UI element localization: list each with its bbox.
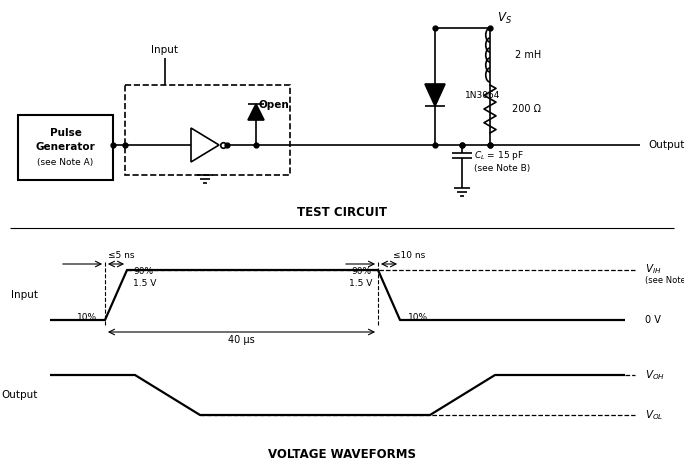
- Text: $\mathit{V}_S$: $\mathit{V}_S$: [497, 10, 512, 26]
- Text: 40 μs: 40 μs: [228, 335, 255, 345]
- Text: Input: Input: [151, 45, 179, 55]
- Text: 1.5 V: 1.5 V: [349, 279, 372, 288]
- Text: 2 mH: 2 mH: [515, 50, 541, 60]
- Text: Open: Open: [259, 100, 289, 110]
- Text: Output: Output: [1, 390, 38, 400]
- Text: 0 V: 0 V: [645, 315, 661, 325]
- Text: $V_{OL}$: $V_{OL}$: [645, 408, 663, 422]
- Text: ≤5 ns: ≤5 ns: [108, 252, 134, 260]
- Text: 1N3064: 1N3064: [465, 90, 501, 100]
- Text: TEST CIRCUIT: TEST CIRCUIT: [297, 206, 387, 219]
- Text: VOLTAGE WAVEFORMS: VOLTAGE WAVEFORMS: [268, 448, 416, 461]
- Bar: [125, 85, 290, 175]
- Text: Generator: Generator: [36, 142, 95, 152]
- Text: (see Note A): (see Note A): [38, 158, 94, 167]
- Text: $V_{IH}$: $V_{IH}$: [645, 262, 661, 276]
- Polygon shape: [248, 104, 264, 120]
- Text: (see Note B): (see Note B): [474, 164, 530, 172]
- Text: (see Note C): (see Note C): [645, 275, 684, 285]
- Text: $V_{OH}$: $V_{OH}$: [645, 368, 665, 382]
- Text: Output: Output: [648, 140, 684, 150]
- Bar: [18, 115, 113, 180]
- Text: 200 Ω: 200 Ω: [512, 104, 541, 114]
- Text: 10%: 10%: [77, 314, 97, 322]
- Text: Input: Input: [11, 290, 38, 300]
- Text: 90%: 90%: [133, 267, 153, 275]
- Polygon shape: [425, 84, 445, 106]
- Text: ≤10 ns: ≤10 ns: [393, 252, 425, 260]
- Text: Pulse: Pulse: [49, 128, 81, 138]
- Text: 1.5 V: 1.5 V: [133, 279, 157, 288]
- Text: $C_L$ = 15 pF: $C_L$ = 15 pF: [474, 150, 524, 163]
- Text: 10%: 10%: [408, 314, 428, 322]
- Text: 90%: 90%: [352, 267, 372, 275]
